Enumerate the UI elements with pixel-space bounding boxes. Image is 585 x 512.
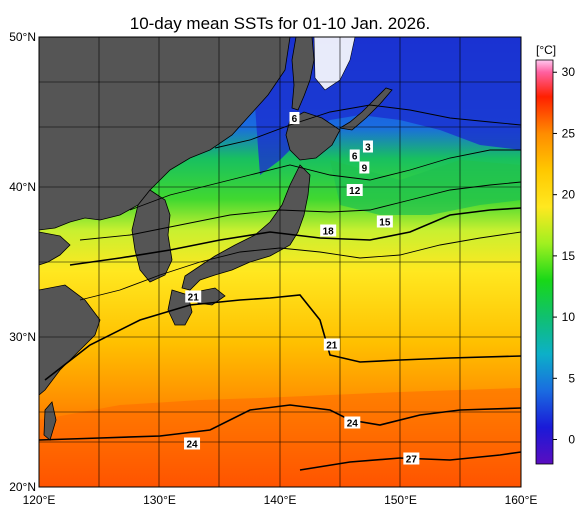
lat-tick-label: 50°N <box>9 30 36 44</box>
colorbar-tick-label: 20 <box>562 188 576 202</box>
contour-label: 21 <box>188 293 200 304</box>
contour-18 <box>79 231 521 301</box>
contour-label-box <box>320 224 337 237</box>
contour-label: 18 <box>323 227 335 238</box>
colorbar-tick-label: 10 <box>562 310 576 324</box>
asia-mainland <box>39 37 291 231</box>
lat-axis: 50°N 40°N 30°N 20°N <box>9 30 36 494</box>
contour-label: 6 <box>352 152 358 163</box>
korea-coast <box>39 231 71 266</box>
lon-tick-label: 130°E <box>143 493 176 507</box>
contour-label-box <box>184 437 201 450</box>
lon-tick-label: 120°E <box>23 493 56 507</box>
colorbar-tick-label: 5 <box>568 371 575 385</box>
graticule <box>39 37 521 487</box>
map-title: 10-day mean SSTs for 01-10 Jan. 2026. <box>129 14 431 33</box>
contour-label: 3 <box>365 143 371 154</box>
contour-label-box <box>323 338 340 351</box>
contour-15 <box>69 207 521 266</box>
contour-label-box <box>349 149 360 162</box>
lat-tick-label: 20°N <box>9 480 36 494</box>
map-frame <box>38 36 522 488</box>
contour-label-box <box>403 452 420 465</box>
land <box>39 37 393 441</box>
contour-label-box <box>376 215 393 228</box>
kuril-islands <box>338 87 393 131</box>
china-coast <box>39 284 101 396</box>
contour-label-box <box>362 140 373 153</box>
lat-tick-label: 40°N <box>9 180 36 194</box>
contour-label: 24 <box>347 419 359 430</box>
lon-tick-label: 160°E <box>505 493 538 507</box>
lat-tick-label: 30°N <box>9 330 36 344</box>
contour-label: 27 <box>406 455 418 466</box>
lon-axis: 120°E 130°E 140°E 150°E 160°E <box>23 493 538 507</box>
contour-label-box <box>289 112 300 124</box>
colorbar-tick-label: 25 <box>562 126 576 140</box>
contour-label: 6 <box>292 114 298 125</box>
contour-24 <box>39 404 521 441</box>
lon-tick-label: 150°E <box>384 493 417 507</box>
hokkaido <box>285 111 341 161</box>
contour-9 <box>129 149 521 211</box>
contour-label-box <box>346 184 363 196</box>
colorbar-unit: [°C] <box>536 43 556 57</box>
contour-12 <box>79 181 521 241</box>
colorbar <box>535 59 554 465</box>
contour-label: 24 <box>186 440 198 451</box>
colorbar-ticks: 30 25 20 15 10 5 0 <box>553 65 576 447</box>
contour-label: 9 <box>362 164 368 175</box>
contour-label: 21 <box>326 341 338 352</box>
contour-27 <box>299 451 521 471</box>
korean-peninsula <box>131 189 173 283</box>
colorbar-tick-label: 0 <box>568 433 575 447</box>
contour-label: 12 <box>349 186 361 197</box>
contour-label-box <box>344 416 361 429</box>
colorbar-tick-label: 15 <box>562 249 576 263</box>
contour-6 <box>214 104 521 149</box>
colorbar-tick-label: 30 <box>562 65 576 79</box>
lon-tick-label: 140°E <box>264 493 297 507</box>
taiwan <box>43 401 57 441</box>
contour-label-box <box>185 290 202 303</box>
contour-label-box <box>359 161 370 174</box>
contour-label: 15 <box>379 218 391 229</box>
sakhalin <box>291 37 315 111</box>
sst-band-cool <box>330 160 521 215</box>
